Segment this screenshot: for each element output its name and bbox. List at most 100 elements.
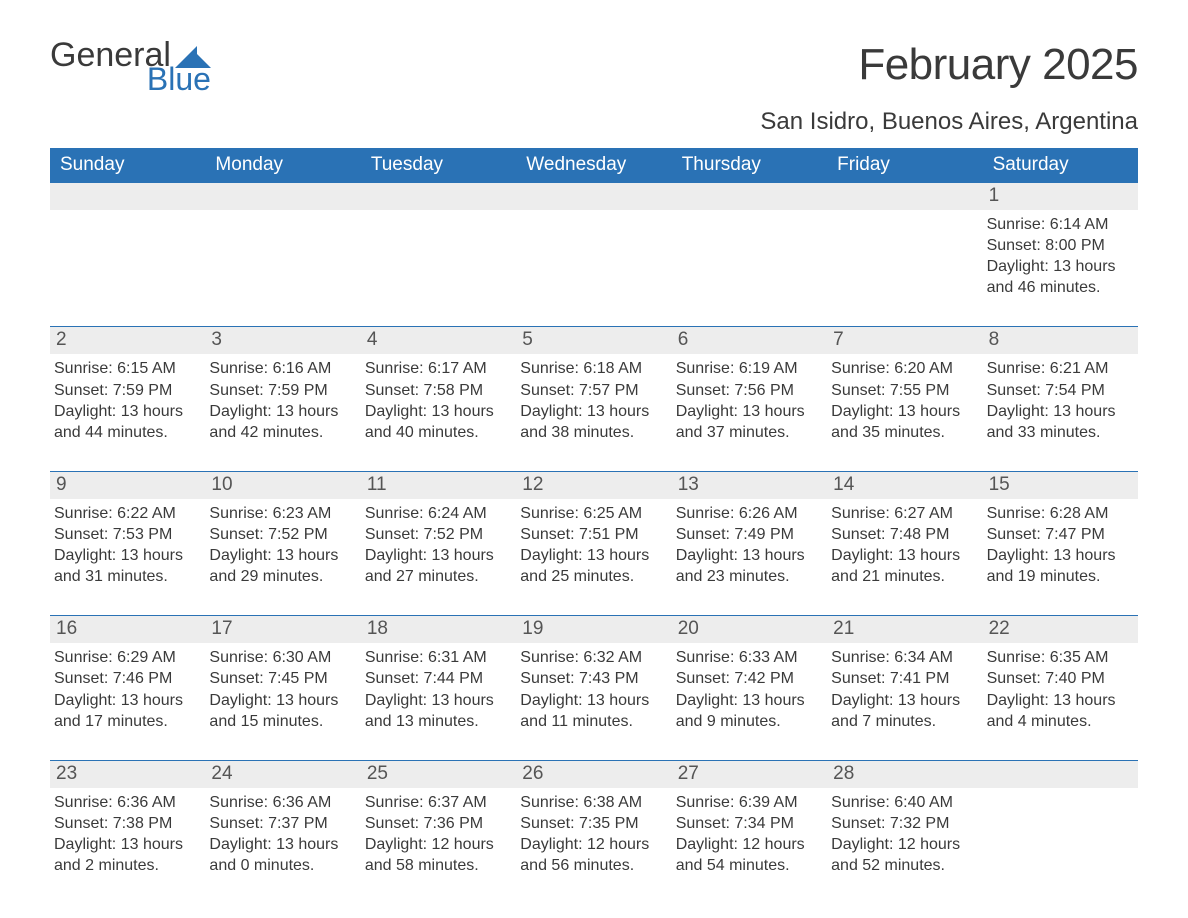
- calendar-week: 2Sunrise: 6:15 AMSunset: 7:59 PMDaylight…: [50, 326, 1138, 448]
- daylight-text-2: and 0 minutes.: [209, 855, 352, 876]
- daylight-text-1: Daylight: 13 hours: [987, 256, 1130, 277]
- daylight-text-1: Daylight: 13 hours: [987, 690, 1130, 711]
- day-info: Sunrise: 6:25 AMSunset: 7:51 PMDaylight:…: [520, 503, 663, 587]
- daylight-text-2: and 9 minutes.: [676, 711, 819, 732]
- weekday-header-row: SundayMondayTuesdayWednesdayThursdayFrid…: [50, 148, 1138, 183]
- daylight-text-2: and 19 minutes.: [987, 566, 1130, 587]
- daylight-text-2: and 29 minutes.: [209, 566, 352, 587]
- day-info: Sunrise: 6:36 AMSunset: 7:38 PMDaylight:…: [54, 792, 197, 876]
- weekday-header: Monday: [205, 148, 360, 183]
- daylight-text-1: Daylight: 13 hours: [676, 401, 819, 422]
- day-info: Sunrise: 6:39 AMSunset: 7:34 PMDaylight:…: [676, 792, 819, 876]
- sunset-text: Sunset: 7:43 PM: [520, 668, 663, 689]
- daylight-text-2: and 33 minutes.: [987, 422, 1130, 443]
- calendar-cell-empty: [827, 183, 982, 304]
- day-info: Sunrise: 6:37 AMSunset: 7:36 PMDaylight:…: [365, 792, 508, 876]
- day-info: Sunrise: 6:27 AMSunset: 7:48 PMDaylight:…: [831, 503, 974, 587]
- sunrise-text: Sunrise: 6:23 AM: [209, 503, 352, 524]
- day-info: Sunrise: 6:29 AMSunset: 7:46 PMDaylight:…: [54, 647, 197, 731]
- day-info: Sunrise: 6:18 AMSunset: 7:57 PMDaylight:…: [520, 358, 663, 442]
- sunrise-text: Sunrise: 6:17 AM: [365, 358, 508, 379]
- day-number: [983, 761, 1138, 788]
- day-number: 6: [672, 327, 827, 354]
- daylight-text-1: Daylight: 13 hours: [987, 401, 1130, 422]
- daylight-text-2: and 2 minutes.: [54, 855, 197, 876]
- day-info: Sunrise: 6:15 AMSunset: 7:59 PMDaylight:…: [54, 358, 197, 442]
- daylight-text-1: Daylight: 13 hours: [54, 690, 197, 711]
- daylight-text-1: Daylight: 13 hours: [365, 401, 508, 422]
- daylight-text-1: Daylight: 13 hours: [54, 834, 197, 855]
- calendar-cell-empty: [361, 183, 516, 304]
- calendar-body: 1Sunrise: 6:14 AMSunset: 8:00 PMDaylight…: [50, 183, 1138, 882]
- sunrise-text: Sunrise: 6:39 AM: [676, 792, 819, 813]
- sunrise-text: Sunrise: 6:38 AM: [520, 792, 663, 813]
- sunrise-text: Sunrise: 6:34 AM: [831, 647, 974, 668]
- logo-text: General Blue: [50, 40, 211, 93]
- calendar-cell: 1Sunrise: 6:14 AMSunset: 8:00 PMDaylight…: [983, 183, 1138, 304]
- daylight-text-1: Daylight: 13 hours: [676, 690, 819, 711]
- day-number: 11: [361, 472, 516, 499]
- sunset-text: Sunset: 7:48 PM: [831, 524, 974, 545]
- sunset-text: Sunset: 7:34 PM: [676, 813, 819, 834]
- sunset-text: Sunset: 7:49 PM: [676, 524, 819, 545]
- calendar-cell: 11Sunrise: 6:24 AMSunset: 7:52 PMDayligh…: [361, 472, 516, 593]
- calendar-cell: 15Sunrise: 6:28 AMSunset: 7:47 PMDayligh…: [983, 472, 1138, 593]
- sunrise-text: Sunrise: 6:31 AM: [365, 647, 508, 668]
- daylight-text-1: Daylight: 13 hours: [520, 690, 663, 711]
- daylight-text-1: Daylight: 13 hours: [209, 401, 352, 422]
- calendar-cell: 4Sunrise: 6:17 AMSunset: 7:58 PMDaylight…: [361, 327, 516, 448]
- calendar-cell-empty: [205, 183, 360, 304]
- weekday-header: Thursday: [672, 148, 827, 183]
- sunset-text: Sunset: 7:58 PM: [365, 380, 508, 401]
- day-number: 20: [672, 616, 827, 643]
- day-info: Sunrise: 6:19 AMSunset: 7:56 PMDaylight:…: [676, 358, 819, 442]
- day-number: 3: [205, 327, 360, 354]
- sunrise-text: Sunrise: 6:14 AM: [987, 214, 1130, 235]
- sunrise-text: Sunrise: 6:26 AM: [676, 503, 819, 524]
- daylight-text-2: and 4 minutes.: [987, 711, 1130, 732]
- day-info: Sunrise: 6:26 AMSunset: 7:49 PMDaylight:…: [676, 503, 819, 587]
- calendar-cell: 24Sunrise: 6:36 AMSunset: 7:37 PMDayligh…: [205, 761, 360, 882]
- day-number: 24: [205, 761, 360, 788]
- daylight-text-1: Daylight: 13 hours: [831, 545, 974, 566]
- calendar-cell: 5Sunrise: 6:18 AMSunset: 7:57 PMDaylight…: [516, 327, 671, 448]
- sunrise-text: Sunrise: 6:19 AM: [676, 358, 819, 379]
- sunset-text: Sunset: 7:54 PM: [987, 380, 1130, 401]
- calendar-week: 16 Sunrise: 6:29 AMSunset: 7:46 PMDayligh…: [50, 615, 1138, 737]
- calendar-cell: 8Sunrise: 6:21 AMSunset: 7:54 PMDaylight…: [983, 327, 1138, 448]
- calendar-cell: 23Sunrise: 6:36 AMSunset: 7:38 PMDayligh…: [50, 761, 205, 882]
- day-info: Sunrise: 6:35 AMSunset: 7:40 PMDaylight:…: [987, 647, 1130, 731]
- calendar-cell: 9Sunrise: 6:22 AMSunset: 7:53 PMDaylight…: [50, 472, 205, 593]
- daylight-text-2: and 42 minutes.: [209, 422, 352, 443]
- daylight-text-2: and 46 minutes.: [987, 277, 1130, 298]
- weekday-header: Saturday: [983, 148, 1138, 183]
- day-number: 8: [983, 327, 1138, 354]
- calendar-cell: 18Sunrise: 6:31 AMSunset: 7:44 PMDayligh…: [361, 616, 516, 737]
- daylight-text-1: Daylight: 12 hours: [365, 834, 508, 855]
- day-info: Sunrise: 6:17 AMSunset: 7:58 PMDaylight:…: [365, 358, 508, 442]
- day-number: 16: [50, 616, 205, 643]
- daylight-text-2: and 58 minutes.: [365, 855, 508, 876]
- calendar-cell: 12Sunrise: 6:25 AMSunset: 7:51 PMDayligh…: [516, 472, 671, 593]
- sunrise-text: Sunrise: 6:35 AM: [987, 647, 1130, 668]
- calendar-cell: 6 Sunrise: 6:19 AMSunset: 7:56 PMDaylight…: [672, 327, 827, 448]
- weekday-header: Tuesday: [361, 148, 516, 183]
- day-info: Sunrise: 6:34 AMSunset: 7:41 PMDaylight:…: [831, 647, 974, 731]
- daylight-text-2: and 52 minutes.: [831, 855, 974, 876]
- sunset-text: Sunset: 7:44 PM: [365, 668, 508, 689]
- title-block: February 2025 San Isidro, Buenos Aires, …: [760, 40, 1138, 136]
- calendar-cell: 17Sunrise: 6:30 AMSunset: 7:45 PMDayligh…: [205, 616, 360, 737]
- day-info: Sunrise: 6:32 AMSunset: 7:43 PMDaylight:…: [520, 647, 663, 731]
- daylight-text-2: and 44 minutes.: [54, 422, 197, 443]
- day-number: 13: [672, 472, 827, 499]
- daylight-text-2: and 54 minutes.: [676, 855, 819, 876]
- sunset-text: Sunset: 7:37 PM: [209, 813, 352, 834]
- daylight-text-2: and 7 minutes.: [831, 711, 974, 732]
- sunset-text: Sunset: 7:52 PM: [209, 524, 352, 545]
- sunset-text: Sunset: 7:45 PM: [209, 668, 352, 689]
- daylight-text-2: and 31 minutes.: [54, 566, 197, 587]
- day-number: 27: [672, 761, 827, 788]
- daylight-text-2: and 35 minutes.: [831, 422, 974, 443]
- header: General Blue February 2025 San Isidro, B…: [50, 40, 1138, 136]
- daylight-text-2: and 37 minutes.: [676, 422, 819, 443]
